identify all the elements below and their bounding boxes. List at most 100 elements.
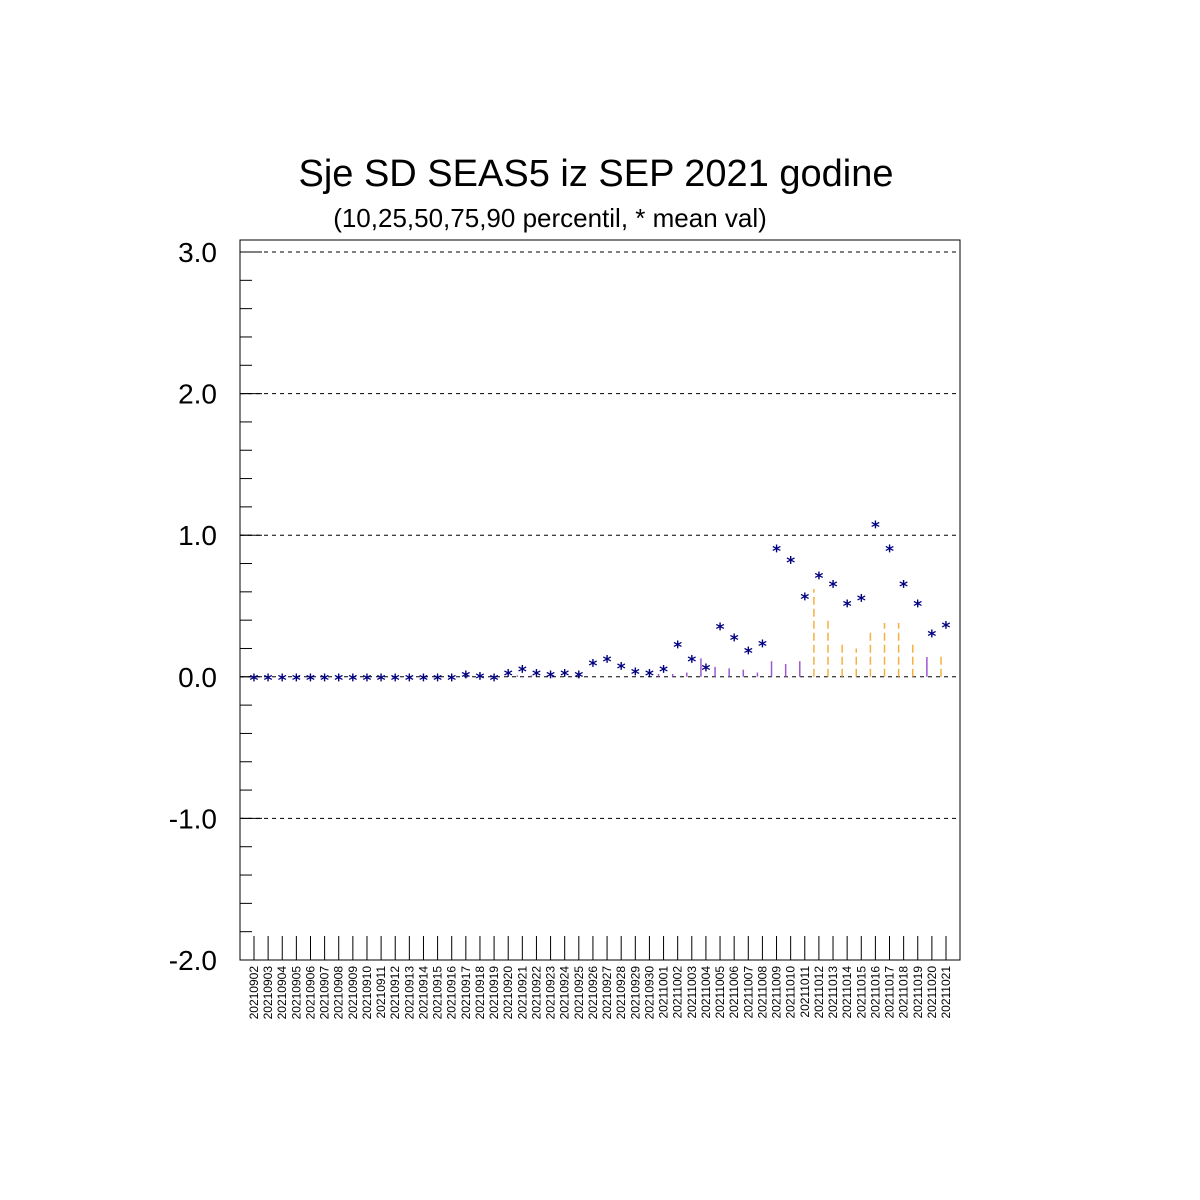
chart-title: Sje SD SEAS5 iz SEP 2021 godine — [298, 153, 893, 195]
x-tick-label: 20211001 — [657, 966, 671, 1019]
x-tick-label: 20211008 — [755, 966, 769, 1019]
mean-marker: * — [278, 671, 287, 691]
mean-marker: * — [518, 662, 527, 682]
mean-marker: * — [645, 667, 654, 687]
x-tick-label: 20211018 — [897, 966, 911, 1019]
x-tick-label: 20210919 — [487, 966, 501, 1020]
mean-marker: * — [419, 671, 428, 691]
mean-marker: * — [744, 644, 753, 664]
x-tick-label: 20211016 — [868, 966, 882, 1019]
x-tick-label: 20210902 — [247, 966, 261, 1020]
chart-subtitle: (10,25,50,75,90 percentil, * mean val) — [333, 203, 767, 233]
mean-marker: * — [320, 671, 329, 691]
mean-marker: * — [391, 671, 400, 691]
x-tick-label: 20210907 — [318, 966, 332, 1020]
x-tick-label: 20211012 — [812, 966, 826, 1019]
x-tick-label: 20210909 — [346, 966, 360, 1020]
x-tick-label: 20210913 — [402, 966, 416, 1020]
x-tick-label: 20210903 — [261, 966, 275, 1020]
mean-marker: * — [673, 638, 682, 658]
y-tick-label: 1.0 — [178, 520, 217, 551]
mean-marker: * — [871, 518, 880, 538]
mean-marker: * — [687, 652, 696, 672]
y-tick-label: -2.0 — [169, 945, 217, 976]
mean-marker: * — [264, 671, 273, 691]
mean-marker: * — [758, 637, 767, 657]
x-tick-label: 20210927 — [600, 966, 614, 1020]
mean-marker: * — [306, 671, 315, 691]
mean-marker: * — [490, 671, 499, 691]
y-tick-labels: 3.0 2.0 1.0 0.0 -1.0 -2.0 — [169, 237, 217, 976]
mean-marker: * — [461, 668, 470, 688]
mean-marker: * — [701, 661, 710, 681]
x-tick-label: 20210930 — [642, 966, 656, 1020]
mean-marker: * — [814, 569, 823, 589]
x-tick-label: 20210922 — [529, 966, 543, 1020]
mean-marker: * — [405, 671, 414, 691]
x-tick-label: 20210920 — [501, 966, 515, 1020]
x-tick-label: 20211019 — [911, 966, 925, 1019]
mean-marker: * — [377, 671, 386, 691]
y-tick-label: 2.0 — [178, 379, 217, 410]
mean-marker: * — [476, 669, 485, 689]
x-tick-label: 20210923 — [544, 966, 558, 1020]
mean-marker: * — [800, 590, 809, 610]
mean-marker: * — [885, 542, 894, 562]
x-tick-label: 20210921 — [515, 966, 529, 1020]
mean-marker: * — [504, 667, 513, 687]
y-tick-label: 3.0 — [178, 237, 217, 268]
mean-marker: * — [913, 597, 922, 617]
mean-marker: * — [292, 671, 301, 691]
mean-marker: * — [447, 671, 456, 691]
mean-marker: * — [363, 671, 372, 691]
mean-marker: * — [532, 667, 541, 687]
mean-markers: * * * * * * * * * * * * * * * * * * * * * * * ** * * * * *** **** ****… — [250, 518, 951, 691]
x-tick-label: 20211013 — [826, 966, 840, 1019]
x-tick-label: 20211017 — [883, 966, 897, 1019]
mean-marker: * — [857, 592, 866, 612]
x-tick-label: 20211015 — [854, 966, 868, 1019]
x-tick-label: 20211004 — [699, 966, 713, 1019]
mean-marker: * — [250, 671, 259, 691]
x-tick-label: 20210912 — [388, 966, 402, 1020]
plot-frame — [239, 239, 961, 961]
x-tick-label: 20211020 — [925, 966, 939, 1019]
x-tick-labels: 20210902 20210903 20210904 20210905 20210906… — [247, 966, 953, 1020]
mean-marker: * — [659, 662, 668, 682]
x-tick-label: 20210914 — [416, 966, 430, 1020]
x-tick-label: 20210924 — [558, 966, 572, 1020]
x-tick-label: 20211005 — [713, 966, 727, 1019]
x-tick-label: 20210929 — [628, 966, 642, 1020]
x-tick-label: 20211003 — [685, 966, 699, 1019]
x-tick-label: 20210917 — [459, 966, 473, 1020]
x-tick-label: 20210925 — [572, 966, 586, 1020]
x-tick-label: 20210911 — [374, 966, 388, 1019]
y-tick-label: -1.0 — [169, 803, 217, 834]
mean-marker: * — [631, 665, 640, 685]
mean-marker: * — [560, 667, 569, 687]
x-tick-label: 20211002 — [671, 966, 685, 1019]
x-tick-label: 20210906 — [303, 966, 317, 1020]
x-tick-label: 20210918 — [473, 966, 487, 1020]
x-tick-label: 20211007 — [741, 966, 755, 1019]
x-tick-label: 20210928 — [614, 966, 628, 1020]
x-tick-label: 20211010 — [784, 966, 798, 1019]
mean-marker: * — [899, 577, 908, 597]
mean-marker: * — [716, 620, 725, 640]
mean-marker: * — [334, 671, 343, 691]
mean-marker: * — [574, 668, 583, 688]
mean-marker: * — [617, 659, 626, 679]
x-tick-label: 20211021 — [939, 966, 953, 1019]
x-tick-label: 20211014 — [840, 966, 854, 1019]
mean-marker: * — [730, 631, 739, 651]
x-tick-label: 20210910 — [360, 966, 374, 1020]
x-tick-label: 20210908 — [332, 966, 346, 1020]
mean-marker: * — [927, 627, 936, 647]
mean-marker: * — [843, 597, 852, 617]
mean-marker: * — [772, 542, 781, 562]
x-tick-label: 20211006 — [727, 966, 741, 1019]
percentile-bars — [516, 589, 942, 677]
mean-marker: * — [588, 657, 597, 677]
x-tick-label: 20210905 — [289, 966, 303, 1020]
